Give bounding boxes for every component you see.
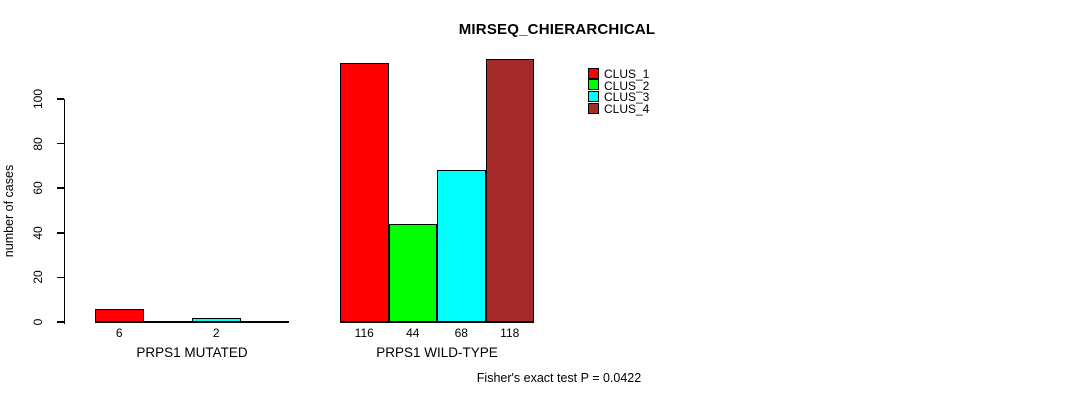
legend-label: CLUS_2 <box>604 78 650 93</box>
legend-item-clus_3: CLUS_3 <box>588 90 668 105</box>
bar-clus_1 <box>95 308 144 322</box>
bar-clus_2 <box>388 223 437 322</box>
bar-value-label: 116 <box>354 326 374 340</box>
legend-item-clus_1: CLUS_1 <box>588 67 668 81</box>
y-tick-label: 60 <box>31 181 45 195</box>
y-tick-label: 20 <box>31 270 45 285</box>
y-tick-mark <box>56 98 64 100</box>
legend-item-clus_4: CLUS_4 <box>588 102 668 117</box>
y-tick-mark <box>56 142 64 145</box>
legend-swatch-clus_3 <box>588 90 599 102</box>
legend-swatch-clus_1 <box>588 67 599 79</box>
bar-value-label: 44 <box>406 326 420 340</box>
y-axis-label: number of cases <box>2 164 16 258</box>
bar-value-label: 2 <box>212 326 220 340</box>
y-tick-label: 100 <box>31 88 45 110</box>
legend-swatch-clus_4 <box>588 102 599 114</box>
legend-label: CLUS_3 <box>604 90 650 105</box>
bar-clus_3 <box>192 317 241 322</box>
bar-clus_1 <box>340 63 389 322</box>
y-tick-label: 0 <box>31 318 45 326</box>
legend-label: CLUS_4 <box>604 102 650 117</box>
bar-value-label: 6 <box>115 326 123 340</box>
y-tick-mark <box>56 187 64 189</box>
footnote: Fisher's exact test P = 0.0422 <box>476 371 642 385</box>
chart-title: MIRSEQ_CHIERARCHICAL <box>458 21 656 38</box>
y-tick-mark <box>56 321 64 323</box>
bar-clus_4 <box>485 58 534 322</box>
bar-value-label: 68 <box>454 326 468 340</box>
y-tick-label: 40 <box>31 226 45 240</box>
legend-swatch-clus_2 <box>588 79 599 91</box>
y-axis-line <box>63 99 65 324</box>
group-label: PRPS1 WILD-TYPE <box>376 345 498 360</box>
bar-clus_3 <box>437 170 486 322</box>
y-tick-label: 80 <box>31 136 45 151</box>
y-tick-mark <box>56 232 64 234</box>
group-baseline <box>340 321 534 323</box>
legend-item-clus_2: CLUS_2 <box>588 78 668 93</box>
legend-label: CLUS_1 <box>604 67 650 81</box>
group-label: PRPS1 MUTATED <box>136 345 248 360</box>
bar-value-label: 118 <box>500 326 520 340</box>
y-tick-mark <box>56 276 64 279</box>
group-baseline <box>95 321 289 323</box>
